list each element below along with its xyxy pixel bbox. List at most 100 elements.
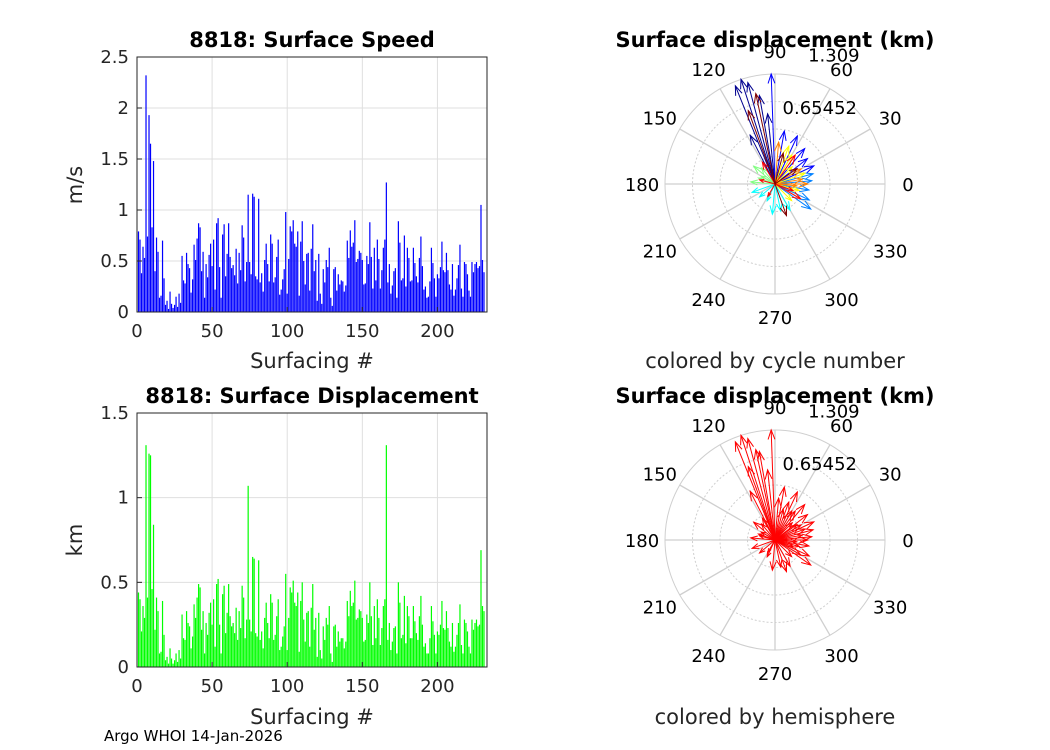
displacement-bar	[244, 638, 246, 667]
speed-x-tick-label: 150	[345, 321, 379, 342]
displacement-y-tick-label: 0.5	[100, 572, 129, 593]
polar-cycle-vector-arrowhead	[766, 195, 772, 203]
speed-bar	[148, 115, 150, 312]
displacement-bar	[145, 445, 147, 667]
polar-cycle-vector	[774, 183, 791, 211]
speed-bar	[379, 288, 381, 312]
polar-hemisphere-vector	[774, 501, 790, 541]
displacement-bar	[360, 611, 362, 667]
polar-hemisphere-vector-arrowhead	[746, 437, 754, 449]
displacement-bar	[483, 611, 485, 667]
speed-y-tick-label: 1.5	[100, 149, 129, 170]
polar-hemisphere-vector	[774, 534, 803, 541]
displacement-bar	[349, 590, 351, 667]
speed-y-tick-label: 2.5	[100, 47, 129, 68]
speed-bar	[328, 247, 330, 312]
polar-hemisphere-vector-arrowhead	[773, 496, 782, 508]
speed-bar	[289, 226, 291, 312]
speed-bar	[327, 267, 329, 312]
speed-bar	[369, 222, 371, 312]
polar-cycle-vector	[774, 173, 814, 185]
displacement-bar	[271, 602, 273, 667]
speed-bar	[190, 292, 192, 312]
polar-hemisphere-spoke	[719, 539, 776, 636]
speed-bar	[205, 264, 207, 312]
displacement-bar	[196, 597, 198, 667]
speed-bar	[475, 262, 478, 312]
speed-bar	[393, 271, 395, 312]
polar-cycle-vector-arrowhead	[790, 182, 799, 189]
displacement-bar	[214, 646, 216, 667]
polar-hemisphere-angle-label: 240	[691, 646, 725, 667]
speed-bar	[415, 276, 417, 312]
displacement-axes-frame	[136, 412, 488, 668]
polar-cycle-vector	[774, 180, 812, 185]
polar-cycle-vector	[774, 165, 815, 185]
displacement-bar	[200, 629, 203, 667]
speed-bar	[161, 240, 164, 312]
speed-bar	[207, 277, 209, 312]
displacement-bar	[202, 611, 204, 667]
speed-bar	[241, 225, 243, 312]
polar-hemisphere-vector-arrowhead	[791, 541, 801, 548]
speed-bar	[145, 75, 147, 312]
displacement-x-tick-label: 100	[270, 676, 304, 697]
displacement-bar	[408, 616, 410, 667]
polar-cycle-vector-arrowhead	[752, 165, 762, 174]
displacement-bar	[262, 648, 264, 667]
speed-bar	[244, 281, 246, 312]
polar-hemisphere-vector-arrowhead	[753, 448, 762, 460]
displacement-bar	[235, 607, 237, 667]
speed-bar	[268, 281, 270, 312]
speed-bar	[325, 259, 327, 312]
speed-bar	[337, 274, 339, 312]
displacement-bar	[163, 634, 165, 667]
polar-cycle-spoke	[679, 128, 776, 185]
polar-cycle-vector-arrowhead	[781, 144, 790, 157]
polar-hemisphere-vector-arrowhead	[767, 548, 772, 554]
speed-bar	[384, 239, 386, 312]
speed-bar	[140, 273, 143, 312]
speed-bar	[348, 257, 350, 312]
polar-hemisphere-angle-label: 330	[873, 598, 907, 619]
speed-bar	[390, 293, 392, 312]
speed-bar	[346, 240, 348, 312]
polar-hemisphere-vector-arrowhead	[749, 490, 758, 502]
displacement-bar	[240, 628, 242, 667]
polar-hemisphere-vector	[758, 451, 776, 541]
displacement-bar	[172, 663, 174, 667]
displacement-bar	[438, 634, 440, 667]
speed-bar	[255, 276, 257, 312]
displacement-bar	[325, 617, 327, 667]
speed-bar	[178, 293, 180, 312]
speed-bar	[173, 304, 176, 312]
displacement-bar	[252, 556, 254, 667]
displacement-x-tick-label: 150	[345, 676, 379, 697]
displacement-chart-title: 8818: Surface Displacement	[145, 384, 478, 408]
speed-y-tick-label: 1	[118, 200, 129, 221]
displacement-bar	[154, 629, 156, 667]
polar-cycle-caption: colored by cycle number	[645, 349, 905, 373]
polar-cycle-vector	[761, 167, 776, 185]
speed-bar	[176, 306, 179, 312]
displacement-bar	[291, 592, 293, 667]
displacement-bar	[330, 653, 332, 667]
speed-chart-title: 8818: Surface Speed	[189, 28, 435, 52]
speed-bar	[448, 284, 451, 312]
speed-bar	[472, 272, 475, 312]
speed-bar	[223, 224, 225, 312]
displacement-bar	[429, 638, 431, 667]
speed-bar	[454, 289, 457, 312]
displacement-bar	[187, 622, 189, 667]
speed-bar	[336, 290, 338, 312]
polar-cycle-vector-arrowhead	[795, 172, 807, 180]
speed-bar	[319, 293, 321, 312]
speed-bar	[291, 231, 293, 312]
speed-bar	[378, 258, 380, 312]
polar-hemisphere-vector	[753, 521, 776, 541]
polar-cycle-vector-arrowhead	[773, 140, 782, 152]
speed-bar	[354, 220, 356, 312]
polar-cycle-vector-arrowhead	[802, 177, 814, 186]
speed-bar	[370, 256, 372, 312]
polar-cycle-vector-arrowhead	[789, 134, 798, 147]
